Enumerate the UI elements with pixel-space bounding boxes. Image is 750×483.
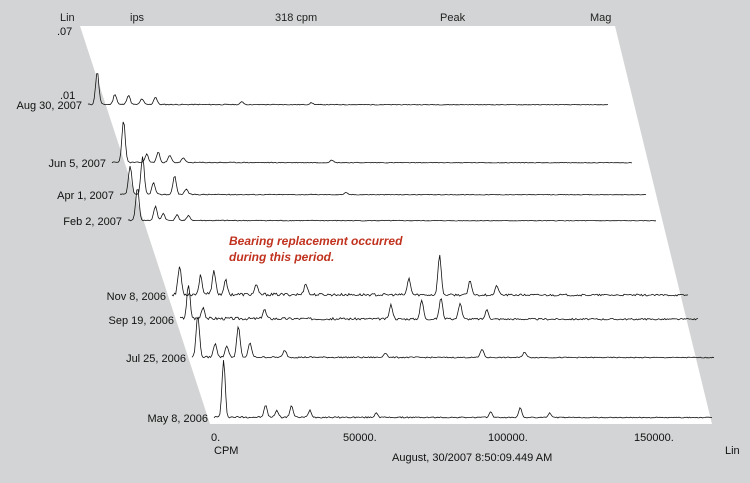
chart-plot-panel xyxy=(80,26,712,424)
x-axis-label: CPM xyxy=(214,445,238,457)
series-label-3: Feb 2, 2007 xyxy=(63,216,122,228)
header-units: ips xyxy=(130,12,145,24)
series-label-7: May 8, 2006 xyxy=(147,413,208,425)
annotation-line-2: during this period. xyxy=(229,250,334,264)
series-trace-1 xyxy=(111,121,633,164)
y-tick-label-top: .07 xyxy=(57,26,72,38)
series-label-4: Nov 8, 2006 xyxy=(107,291,166,303)
header-mode: Mag xyxy=(590,12,611,24)
annotation-line-1: Bearing replacement occurred xyxy=(229,234,403,248)
x-tick-label-0: 0. xyxy=(211,432,220,444)
header-speed: 318 cpm xyxy=(275,12,317,24)
x-tick-label-50000: 50000. xyxy=(343,432,377,444)
x-tick-label-100000: 100000. xyxy=(488,432,528,444)
series-trace-0 xyxy=(87,73,609,106)
spectrum-traces xyxy=(87,73,715,419)
series-label-2: Apr 1, 2007 xyxy=(57,190,114,202)
series-trace-4 xyxy=(171,254,689,297)
series-trace-6 xyxy=(191,316,715,359)
header-scale: Lin xyxy=(60,12,75,24)
series-trace-7 xyxy=(213,360,713,419)
series-trace-5 xyxy=(179,285,699,321)
series-trace-3 xyxy=(127,189,656,222)
series-label-6: Jul 25, 2006 xyxy=(126,353,186,365)
y-tick-label-low: .01 xyxy=(60,90,75,102)
header-detection: Peak xyxy=(440,12,466,24)
footer-timestamp: August, 30/2007 8:50:09.449 AM xyxy=(392,452,552,464)
series-label-0: Aug 30, 2007 xyxy=(17,100,82,112)
series-label-5: Sep 19, 2006 xyxy=(109,315,174,327)
x-tick-label-150000: 150000. xyxy=(634,432,674,444)
series-trace-2 xyxy=(119,156,647,196)
x-axis-scale: Lin xyxy=(725,445,740,457)
series-label-1: Jun 5, 2007 xyxy=(49,158,107,170)
